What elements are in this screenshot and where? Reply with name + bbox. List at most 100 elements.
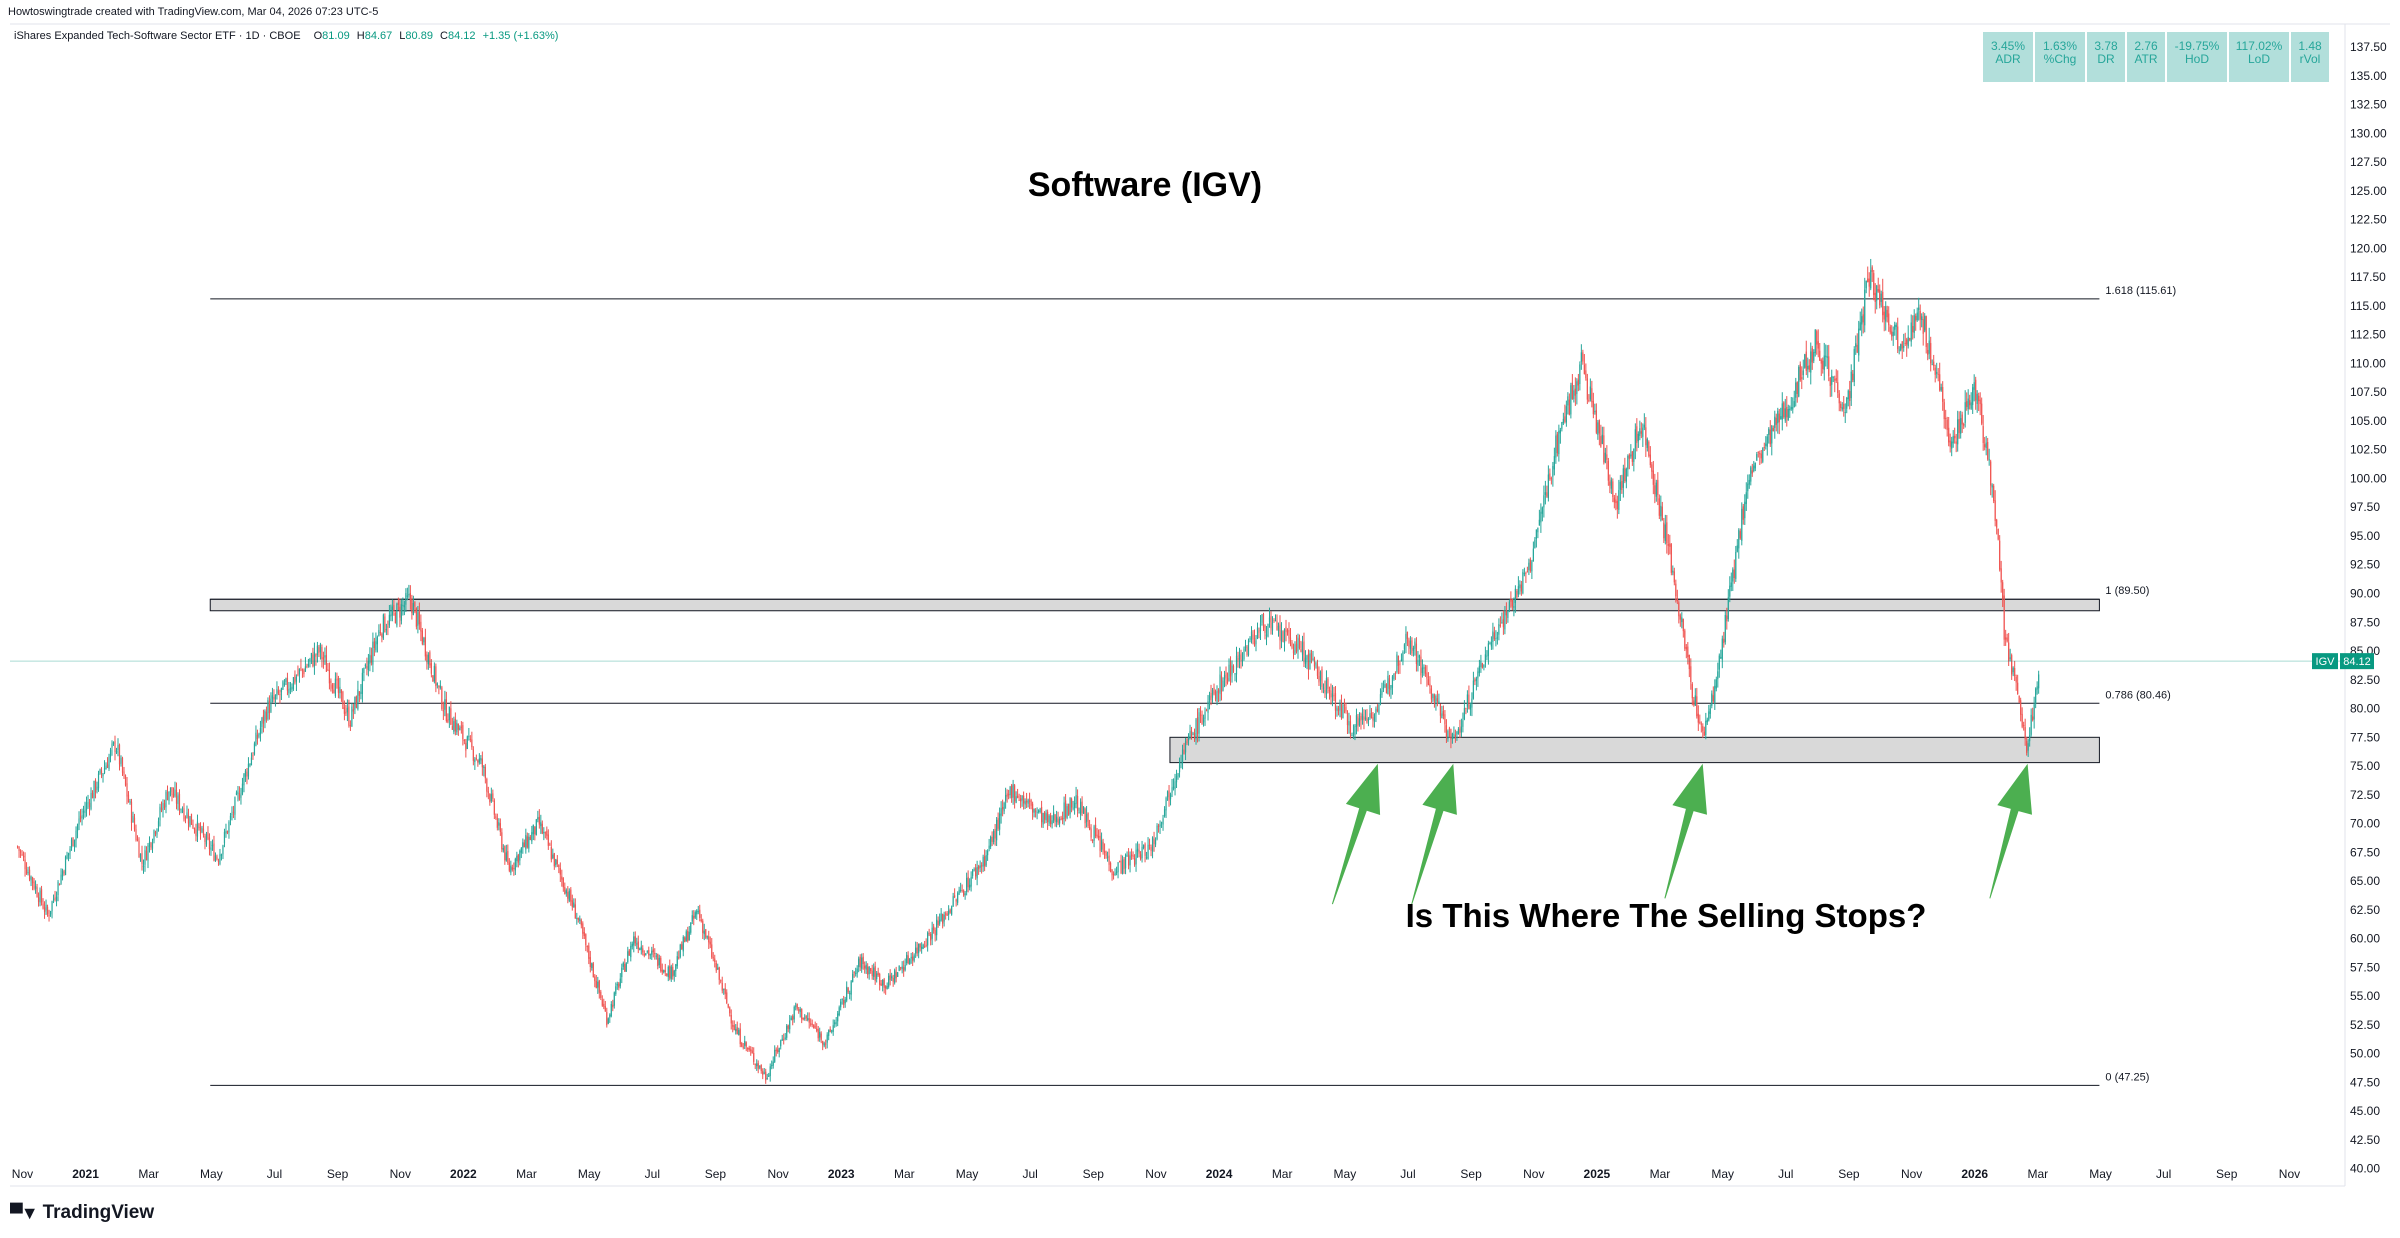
time-tick-label: Sep: [2216, 1167, 2238, 1181]
candle-down: [1118, 860, 1121, 863]
candle-up: [789, 1020, 791, 1030]
change-value: +1.35 (+1.63%): [482, 30, 559, 42]
candle-down: [1289, 637, 1292, 642]
price-tick-label: 125.00: [2350, 184, 2387, 198]
candle-down: [709, 941, 711, 945]
candle-down: [718, 967, 720, 980]
candle-up: [249, 764, 251, 766]
candle-up: [982, 856, 984, 867]
candle-down: [195, 829, 197, 836]
candle-down: [37, 897, 40, 902]
candle-up: [766, 1077, 768, 1079]
time-tick-label: 2024: [1206, 1167, 1233, 1181]
candle-up: [616, 984, 618, 986]
candle-up: [621, 967, 623, 978]
candle-up: [1243, 648, 1245, 660]
candle-down: [303, 670, 305, 675]
candle-up: [210, 847, 212, 851]
candle-down: [801, 1009, 803, 1020]
candle-up: [1172, 786, 1175, 789]
price-tick-label: 122.50: [2350, 213, 2387, 227]
candle-down: [1670, 544, 1672, 573]
candle-up: [1567, 396, 1569, 406]
price-axis[interactable]: 40.00 42.50 45.00 47.50 50.00 52.50 55.00 57.50…: [2350, 40, 2387, 1176]
candle-up: [1354, 725, 1356, 735]
candle-up: [85, 802, 88, 811]
candle-down: [739, 1028, 741, 1045]
candle-down: [870, 968, 872, 971]
candle-up: [1559, 429, 1561, 434]
candle-up: [1972, 387, 1974, 406]
candle-up: [1319, 671, 1322, 681]
candle-up: [1487, 643, 1490, 656]
candle-up: [1369, 713, 1371, 718]
candle-down: [558, 865, 560, 868]
candle-down: [1772, 428, 1774, 432]
candle-down: [1420, 656, 1422, 676]
candle-up: [70, 839, 73, 849]
candle-up: [1181, 749, 1184, 763]
candle-up: [1456, 731, 1458, 735]
candle-down: [805, 1016, 807, 1019]
candle-up: [1787, 409, 1789, 421]
candle-up: [1727, 597, 1729, 620]
candle-up: [1789, 408, 1791, 411]
candle-down: [1316, 664, 1319, 676]
candle-up: [1106, 856, 1109, 858]
candle-down: [754, 1063, 756, 1065]
time-axis[interactable]: Nov 2021 Mar May Jul Sep Nov 2022 Mar May Jul Sep No…: [12, 1167, 2300, 1181]
candle-up: [799, 1008, 801, 1012]
candle-down: [19, 851, 22, 853]
candle-down: [2026, 741, 2028, 753]
candle-down: [1697, 713, 1699, 723]
candle-up: [1610, 479, 1612, 489]
candle-up: [691, 915, 693, 922]
candle-up: [1892, 331, 1894, 337]
candle-up: [696, 910, 698, 915]
candle-down: [877, 972, 879, 976]
last-price-tag: IGV 84.12: [2312, 653, 2374, 670]
candle-down: [1081, 801, 1083, 814]
candle-up: [298, 668, 301, 675]
candle-up: [970, 876, 972, 887]
candle-down: [42, 903, 44, 909]
candle-up: [958, 889, 960, 894]
candle-down: [705, 929, 707, 938]
candle-down: [465, 742, 467, 751]
candle-up: [1991, 485, 1993, 488]
candle-up: [304, 666, 307, 672]
candle-up: [1553, 456, 1555, 470]
candle-down: [397, 602, 399, 605]
candle-down: [1961, 414, 1963, 425]
candle-up: [1042, 812, 1044, 825]
candle-down: [1984, 444, 1986, 448]
candle-up: [1985, 442, 1987, 448]
candle-up: [1174, 781, 1176, 789]
candle-down: [661, 969, 663, 973]
time-tick-label: 2022: [450, 1167, 477, 1181]
candle-up: [1519, 584, 1521, 589]
candle-up: [1730, 582, 1732, 587]
candle-down: [1029, 800, 1031, 802]
last-price-value-box: [2340, 653, 2374, 670]
candle-up: [468, 736, 470, 738]
candle-down: [1168, 790, 1170, 801]
candle-up: [310, 653, 313, 659]
candle-up: [1379, 694, 1382, 703]
candle-up: [388, 614, 390, 626]
fib-level-label: 1.618 (115.61): [2105, 285, 2176, 297]
candle-down: [387, 626, 389, 628]
candle-down: [1942, 387, 1944, 402]
candle-up: [448, 706, 450, 721]
candle-down: [1237, 658, 1239, 661]
candle-down: [1631, 451, 1633, 462]
candle-up: [1048, 815, 1050, 824]
candle-down: [1919, 310, 1921, 320]
candle-down: [1060, 817, 1062, 820]
candle-down: [1363, 716, 1365, 721]
candle-up: [189, 816, 191, 826]
candle-down: [687, 930, 689, 942]
stat-label: DR: [2097, 52, 2115, 66]
candle-up: [1907, 336, 1909, 347]
